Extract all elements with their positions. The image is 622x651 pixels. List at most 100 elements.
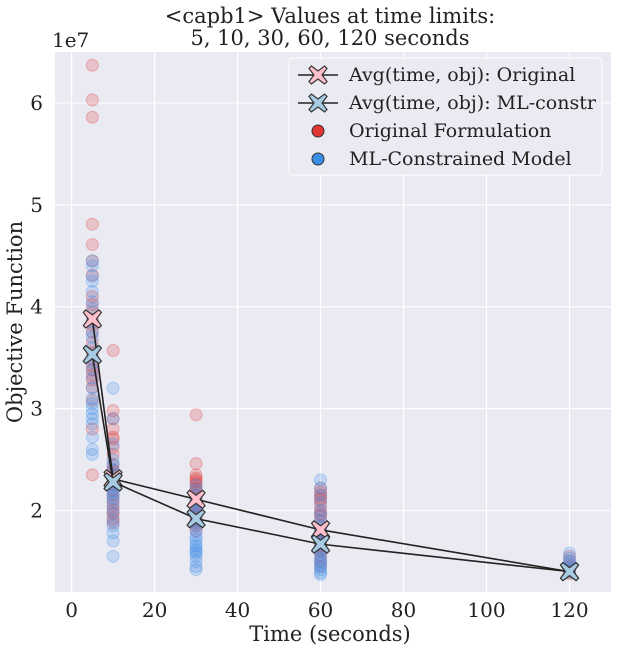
point-ml-constrained <box>314 556 328 570</box>
point-original <box>85 238 99 252</box>
point-ml-constrained <box>85 254 99 268</box>
point-original <box>85 290 99 304</box>
point-ml-constrained <box>314 481 328 495</box>
point-ml-constrained <box>189 532 203 546</box>
point-ml-constrained <box>189 529 203 543</box>
point-original <box>314 560 328 574</box>
point-original <box>106 412 120 426</box>
point-ml-constrained <box>314 566 328 580</box>
point-ml-constrained <box>189 560 203 574</box>
point-ml-constrained <box>106 519 120 533</box>
point-ml-constrained <box>314 568 328 582</box>
x-tick-label: 40 <box>225 598 250 622</box>
x-tick-labels: 0 20 40 60 80 100 120 <box>65 598 588 622</box>
x-tick-label: 60 <box>308 598 333 622</box>
point-ml-constrained <box>85 447 99 461</box>
avg-original-marker <box>82 309 103 329</box>
legend-label: Avg(time, obj): ML-constr <box>348 92 597 114</box>
y-scale-label: 1e7 <box>52 28 89 52</box>
x-tick-label: 80 <box>391 598 416 622</box>
point-ml-constrained <box>85 430 99 444</box>
point-ml-constrained <box>314 554 328 568</box>
point-original <box>85 93 99 107</box>
point-original <box>106 344 120 358</box>
legend-label: ML-Constrained Model <box>349 148 572 170</box>
point-original <box>85 468 99 482</box>
point-original <box>189 468 203 482</box>
point-original <box>85 298 99 312</box>
point-ml-constrained <box>189 549 203 563</box>
point-original <box>314 554 328 568</box>
point-ml-constrained <box>85 442 99 456</box>
point-original <box>85 393 99 407</box>
point-original <box>85 217 99 231</box>
point-ml-constrained <box>314 488 328 502</box>
point-original <box>106 404 120 418</box>
point-ml-constrained <box>314 509 328 523</box>
point-original <box>106 516 120 530</box>
point-original <box>314 509 328 523</box>
point-ml-constrained <box>106 495 120 509</box>
y-tick-label: 3 <box>30 397 43 421</box>
legend: Avg(time, obj): Original Avg(time, obj): … <box>288 57 603 176</box>
point-original <box>85 268 99 282</box>
point-original <box>314 493 328 507</box>
point-original <box>106 512 120 526</box>
point-ml-constrained <box>189 544 203 558</box>
point-original <box>314 507 328 521</box>
grid-lines <box>55 52 611 592</box>
legend-marker <box>308 93 328 113</box>
point-original <box>189 475 203 489</box>
x-tick-label: 100 <box>467 598 505 622</box>
point-ml-constrained <box>85 269 99 283</box>
point-ml-constrained <box>106 501 120 515</box>
point-ml-constrained <box>85 391 99 405</box>
x-tick-label: 0 <box>65 598 78 622</box>
point-ml-constrained <box>85 259 99 273</box>
point-original <box>85 58 99 72</box>
point-ml-constrained <box>85 284 99 298</box>
point-original <box>189 408 203 422</box>
point-ml-constrained <box>314 503 328 517</box>
point-ml-constrained <box>85 417 99 431</box>
point-original <box>563 549 577 563</box>
point-original <box>85 422 99 436</box>
x-tick-label: 20 <box>142 598 167 622</box>
point-original <box>314 498 328 512</box>
point-original <box>106 493 120 507</box>
point-original <box>189 471 203 485</box>
point-original <box>314 549 328 563</box>
point-ml-constrained <box>106 488 120 502</box>
point-original <box>189 473 203 487</box>
point-original <box>189 477 203 491</box>
point-original <box>106 432 120 446</box>
point-ml-constrained <box>314 473 328 487</box>
point-original <box>85 110 99 124</box>
legend-label: Avg(time, obj): Original <box>348 64 575 86</box>
y-tick-label: 4 <box>30 295 43 319</box>
avg-ml-constr-marker <box>103 472 123 492</box>
point-ml-constrained <box>189 563 203 577</box>
point-original <box>85 254 99 268</box>
point-ml-constrained <box>106 514 120 528</box>
point-original <box>85 325 99 339</box>
legend-marker <box>308 65 328 85</box>
y-tick-label: 6 <box>30 91 43 115</box>
point-ml-constrained <box>314 495 328 509</box>
y-tick-label: 5 <box>30 193 43 217</box>
legend-dot <box>311 152 325 166</box>
chart-title: <capb1> Values at time limits: <box>165 4 495 28</box>
point-ml-constrained <box>85 407 99 421</box>
x-tick-label: 120 <box>550 598 588 622</box>
point-ml-constrained <box>106 381 120 395</box>
point-original <box>106 488 120 502</box>
point-ml-constrained <box>314 563 328 577</box>
point-original <box>106 507 120 521</box>
point-ml-constrained <box>314 551 328 565</box>
avg-ml-constr-marker <box>82 344 103 365</box>
point-original <box>314 485 328 499</box>
point-ml-constrained <box>85 412 99 426</box>
point-ml-constrained <box>85 397 99 411</box>
avg-ml-constr-marker <box>186 508 206 529</box>
